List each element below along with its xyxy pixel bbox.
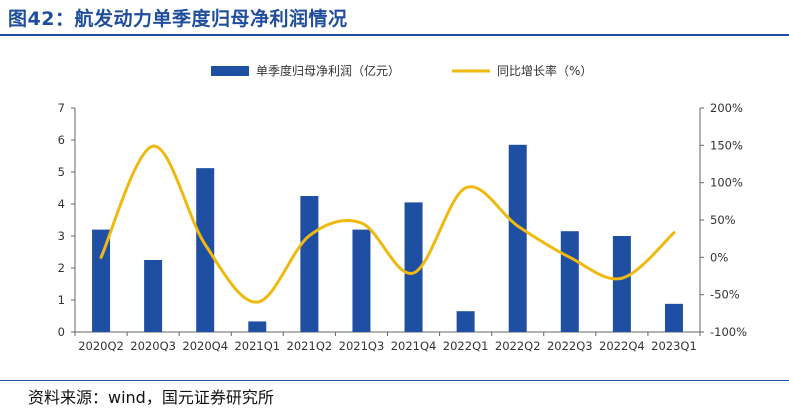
left-axis-tick-label: 3 bbox=[58, 229, 65, 243]
source-divider bbox=[0, 380, 789, 381]
legend-bar-swatch bbox=[211, 66, 249, 76]
x-axis-tick-label: 2022Q1 bbox=[443, 339, 489, 353]
bar bbox=[508, 144, 527, 332]
bar bbox=[560, 231, 579, 332]
x-axis-tick-label: 2023Q1 bbox=[651, 339, 697, 353]
growth-line bbox=[99, 144, 676, 304]
x-axis-tick-label: 2021Q2 bbox=[287, 339, 333, 353]
x-axis-labels: 2020Q2 2020Q3 2020Q4 2021Q1 2021Q2 2021Q3 2021… bbox=[78, 339, 697, 353]
bar bbox=[248, 321, 267, 332]
title-divider bbox=[0, 34, 789, 36]
x-axis-tick-label: 2022Q2 bbox=[495, 339, 541, 353]
x-axis-tick-label: 2020Q4 bbox=[182, 339, 228, 353]
x-axis-tick-label: 2020Q2 bbox=[78, 339, 124, 353]
bar bbox=[456, 311, 475, 332]
x-axis-tick-label: 2021Q1 bbox=[234, 339, 280, 353]
left-axis-tick-label: 0 bbox=[58, 325, 65, 339]
left-axis-tick-label: 6 bbox=[58, 133, 65, 147]
profit-chart: 单季度归母净利润（亿元） 同比增长率（%） 0 1 2 3 4 5 6 7 -100% -50% 0%… bbox=[58, 63, 747, 353]
bar bbox=[196, 168, 215, 332]
x-axis-tick-label: 2022Q4 bbox=[599, 339, 645, 353]
legend-bar-label: 单季度归母净利润（亿元） bbox=[256, 63, 400, 78]
source-note: 资料来源：wind，国元证券研究所 bbox=[28, 388, 274, 407]
x-axis-tick-label: 2022Q3 bbox=[547, 339, 593, 353]
bar bbox=[92, 229, 111, 332]
right-axis-tick-label: 100% bbox=[710, 176, 743, 190]
figure-title: 图42：航发动力单季度归母净利润情况 bbox=[8, 8, 348, 30]
growth-line-series bbox=[99, 144, 676, 304]
right-axis-tick-label: 50% bbox=[710, 213, 736, 227]
legend-line-label: 同比增长率（%） bbox=[497, 63, 592, 78]
right-axis-tick-label: 200% bbox=[710, 101, 743, 115]
x-axis-tick-label: 2020Q3 bbox=[130, 339, 176, 353]
bar bbox=[664, 303, 683, 332]
left-axis-tick-label: 4 bbox=[58, 197, 65, 211]
left-axis-tick-label: 2 bbox=[58, 261, 65, 275]
chart-axes: 0 1 2 3 4 5 6 7 -100% -50% 0% 50% 100% 150% 200% bbox=[58, 101, 747, 339]
left-axis-tick-label: 7 bbox=[58, 101, 65, 115]
bar-series bbox=[92, 144, 683, 332]
x-axis-tick-label: 2021Q4 bbox=[391, 339, 437, 353]
left-axis-tick-label: 5 bbox=[58, 165, 65, 179]
bar bbox=[612, 236, 631, 332]
right-axis-tick-label: 0% bbox=[710, 250, 728, 264]
chart-legend: 单季度归母净利润（亿元） 同比增长率（%） bbox=[211, 63, 592, 78]
right-axis-tick-label: 150% bbox=[710, 138, 743, 152]
bar bbox=[352, 229, 371, 332]
right-axis-tick-label: -100% bbox=[710, 325, 747, 339]
bar bbox=[300, 196, 319, 332]
bar bbox=[404, 202, 423, 332]
x-axis-tick-label: 2021Q3 bbox=[339, 339, 385, 353]
bar bbox=[144, 260, 163, 332]
right-axis-tick-label: -50% bbox=[710, 288, 740, 302]
left-axis-tick-label: 1 bbox=[58, 293, 65, 307]
